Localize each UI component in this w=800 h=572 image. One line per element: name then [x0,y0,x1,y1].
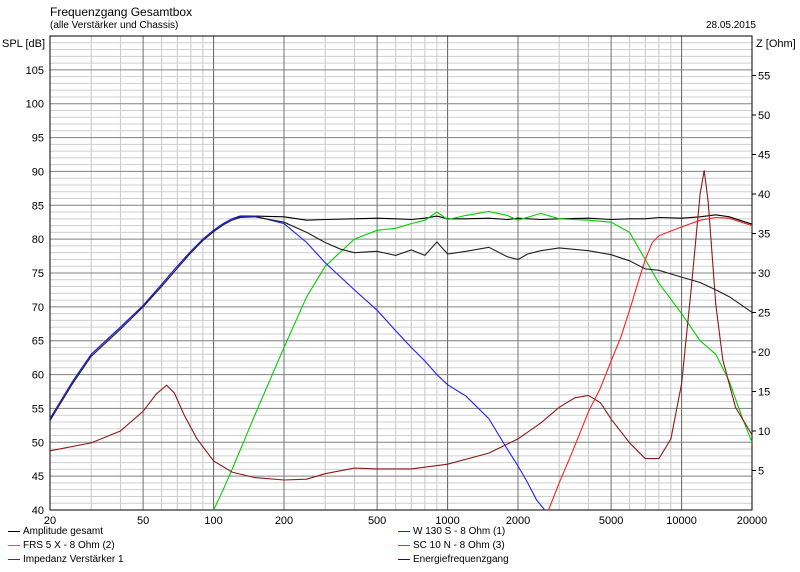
y-right-tick-label: 30 [758,268,770,280]
y-left-tick-label: 70 [32,302,44,314]
x-axis-ticks: 20 50 100 200 500 1000 2000 5000 10000 20000 [44,515,767,527]
x-tick-label: 2000 [506,515,530,527]
y-right-tick-label: 35 [758,229,770,241]
legend-label: Amplitude gesamt [23,526,104,537]
x-tick-label: 20000 [737,515,768,527]
grid-minor [50,36,752,510]
legend-item: SC 10 N - 8 Ohm (3) [398,540,505,551]
legend-swatch [8,559,20,560]
legend-item: Impedanz Verstärker 1 [8,554,124,565]
series-line-3 [49,170,753,481]
series-line-4 [49,215,546,511]
x-tick-label: 20 [44,515,56,527]
y-axis-left-label: SPL [dB] [2,38,45,50]
y-right-tick-label: 55 [758,71,770,83]
legend-item: FRS 5 X - 8 Ohm (2) [8,540,115,551]
series-line-6 [49,216,753,421]
chart-title: Frequenzgang Gesamtbox [50,5,193,19]
legend-label: SC 10 N - 8 Ohm (3) [413,540,505,551]
x-tick-label: 500 [368,515,386,527]
legend-label: Energiefrequenzgang [413,554,509,565]
legend-swatch [398,545,410,546]
y-left-tick-label: 100 [26,99,44,111]
series-line-2 [213,210,753,511]
y-axis-right-ticks: 5 10 15 20 25 30 35 40 45 50 55 [752,71,770,478]
y-left-tick-label: 75 [32,268,44,280]
y-left-tick-label: 45 [32,471,44,483]
y-left-tick-label: 95 [32,133,44,145]
series-line-5 [547,216,753,511]
legend-swatch [398,531,410,532]
y-right-tick-label: 5 [758,466,764,478]
legend-swatch [8,531,20,532]
y-left-tick-label: 90 [32,166,44,178]
x-tick-label: 10000 [666,515,697,527]
legend-label: Impedanz Verstärker 1 [23,554,124,565]
legend-item: Energiefrequenzgang [398,554,509,565]
grid-major [49,36,753,510]
x-tick-label: 5000 [599,515,623,527]
legend-item: Amplitude gesamt [8,526,103,537]
x-tick-label: 1000 [435,515,459,527]
y-left-tick-label: 40 [32,505,44,517]
legend-swatch [398,559,410,560]
chart-subtitle: (alle Verstärker und Chassis) [50,20,179,31]
x-tick-label: 100 [204,515,222,527]
y-right-tick-label: 10 [758,426,770,438]
y-left-tick-label: 85 [32,200,44,212]
y-right-tick-label: 50 [758,110,770,122]
y-left-tick-label: 105 [26,65,44,77]
y-right-tick-label: 40 [758,189,770,201]
chart-date: 28.05.2015 [705,20,756,31]
y-left-tick-label: 65 [32,336,44,348]
legend-item: W 130 S - 8 Ohm (1) [398,526,505,537]
y-left-tick-label: 80 [32,234,44,246]
legend-label: W 130 S - 8 Ohm (1) [413,526,506,537]
y-left-tick-label: 50 [32,437,44,449]
series-layer [49,170,753,511]
x-tick-label: 200 [275,515,293,527]
y-right-tick-label: 25 [758,308,770,320]
y-right-tick-label: 15 [758,387,770,399]
y-left-tick-label: 55 [32,403,44,415]
y-right-tick-label: 45 [758,150,770,162]
y-left-tick-label: 60 [32,370,44,382]
y-axis-right-label: Z [Ohm] [756,38,796,50]
legend-label: FRS 5 X - 8 Ohm (2) [23,540,115,551]
y-axis-left-ticks: 40 45 50 55 60 65 70 75 80 85 90 95 100 105 [26,65,44,517]
legend-swatch [8,545,20,546]
y-right-tick-label: 20 [758,347,770,359]
x-tick-label: 50 [137,515,149,527]
